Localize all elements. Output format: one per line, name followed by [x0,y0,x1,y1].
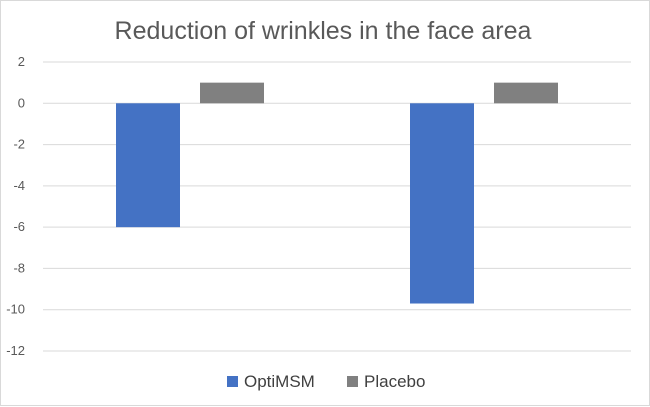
legend-label: OptiMSM [244,372,315,391]
bars [116,82,558,304]
y-tick-label: 2 [18,54,25,69]
y-tick-label: 0 [18,95,25,110]
y-tick-label: -2 [13,137,25,152]
bar-placebo [200,82,264,104]
y-tick-label: -6 [13,219,25,234]
legend-swatch [347,376,358,387]
y-tick-label: -12 [6,343,25,358]
bar-optimsm [116,103,180,228]
legend-swatch [227,376,238,387]
legend-label: Placebo [364,372,425,391]
legend: OptiMSM Placebo [227,372,425,391]
bar-optimsm [410,103,474,304]
y-tick-label: -10 [6,302,25,317]
y-tick-label: -4 [13,178,25,193]
y-axis-ticks: 2 0 -2 -4 -6 -8 -10 -12 [6,54,25,358]
y-tick-label: -8 [13,260,25,275]
bar-placebo [494,82,558,104]
chart-title: Reduction of wrinkles in the face area [115,17,532,45]
